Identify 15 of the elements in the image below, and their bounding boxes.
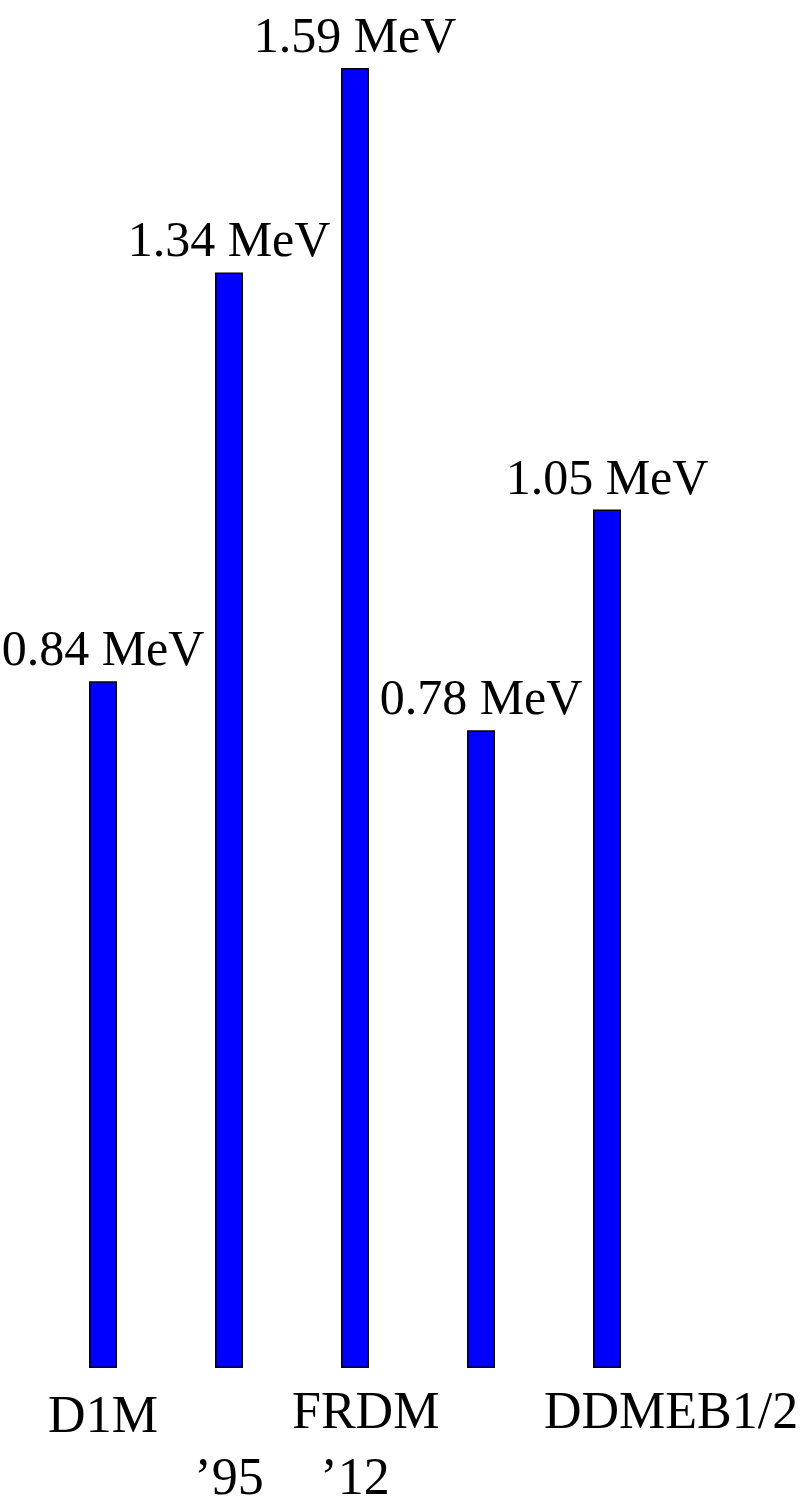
bar [467, 730, 495, 1368]
text: DDMEB1/2 [543, 1381, 799, 1439]
x-tick-label: ’12 [320, 1447, 390, 1502]
bar [341, 68, 369, 1368]
text: FRDM [291, 1381, 440, 1439]
x-tick-label: ’95 [194, 1447, 264, 1502]
data-label: 1.59 MeV [253, 7, 457, 63]
bar [89, 681, 117, 1368]
data-label: 1.34 MeV [127, 211, 331, 268]
bar [593, 509, 621, 1368]
data-label: 0.78 MeV [379, 669, 583, 726]
bar [215, 272, 243, 1368]
x-tick-label: D1M [48, 1385, 158, 1443]
data-label: 1.05 MeV [505, 448, 709, 505]
data-label: 0.84 MeV [1, 620, 205, 677]
